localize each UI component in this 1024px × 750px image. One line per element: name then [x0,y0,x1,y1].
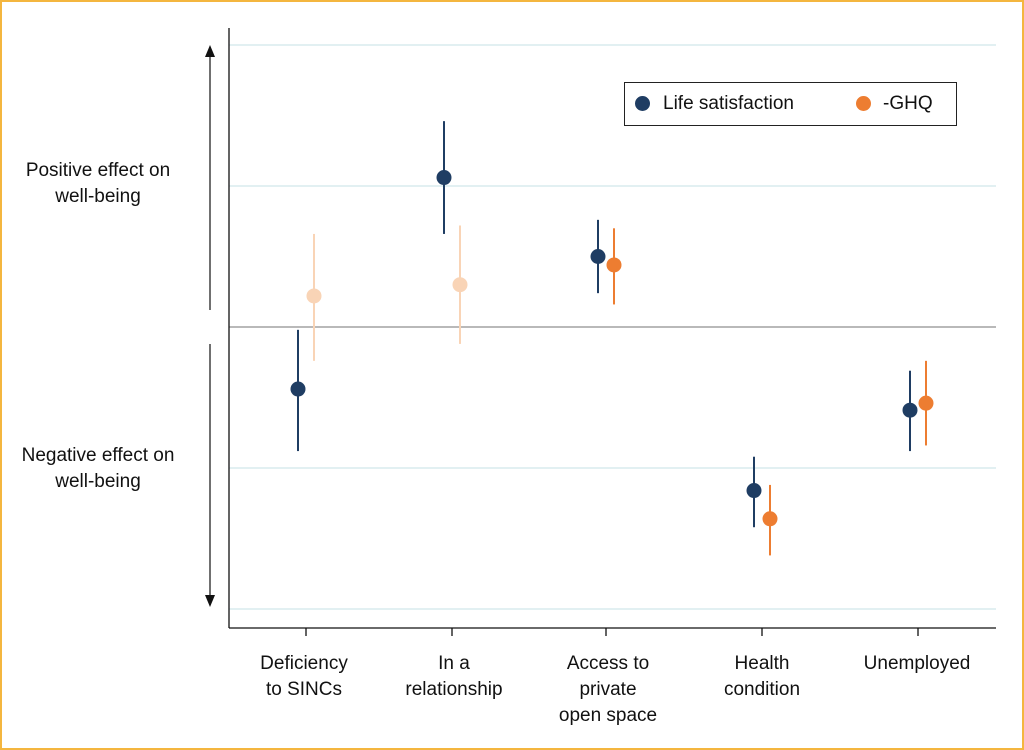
x-tick-label-health: Health condition [687,651,837,703]
positive-effect-label: Positive effect on well-being [0,158,196,210]
data-point [452,277,468,293]
data-point [290,381,306,397]
legend: Life satisfaction -GHQ [624,82,957,126]
x-tick-label-line: In a [438,653,470,674]
x-tick-label-line: Health [734,653,790,674]
data-point [762,511,778,527]
x-tick-label-line: to SINCs [265,679,343,700]
x-tick-label-line: Deficiency [260,653,348,674]
x-tick-label-line: relationship [405,679,503,700]
x-tick-label-line: open space [558,705,658,726]
data-point [436,170,452,186]
negative-arrow-head [205,595,215,607]
x-tick-label-line: private [579,679,637,700]
negative-effect-label-line2: well-being [55,471,141,492]
positive-arrow-head [205,45,215,57]
data-point [590,249,606,264]
positive-effect-label-line1: Positive effect on [25,160,171,181]
negative-effect-label: Negative effect on well-being [0,443,196,495]
data-point [902,402,918,418]
x-tick-label-open-space: Access to private open space [533,651,683,729]
negative-effect-label-line1: Negative effect on [21,445,175,466]
data-point [746,483,762,499]
x-tick-label-line: condition [723,679,801,700]
x-tick-label-line: Unemployed [863,653,971,674]
legend-label-ghq: -GHQ [883,93,933,114]
legend-marker-life-satisfaction [635,96,650,111]
x-tick-label-line: Access to [566,653,650,674]
data-point [918,395,934,411]
x-tick-label-relationship: In a relationship [379,651,529,703]
data-point [306,288,322,304]
positive-effect-label-line2: well-being [55,186,141,207]
data-point [606,257,622,273]
legend-label-life-satisfaction: Life satisfaction [663,93,794,114]
legend-marker-ghq [856,96,871,111]
x-tick-label-deficiency: Deficiency to SINCs [229,651,379,703]
x-tick-label-unemployed: Unemployed [842,651,992,677]
